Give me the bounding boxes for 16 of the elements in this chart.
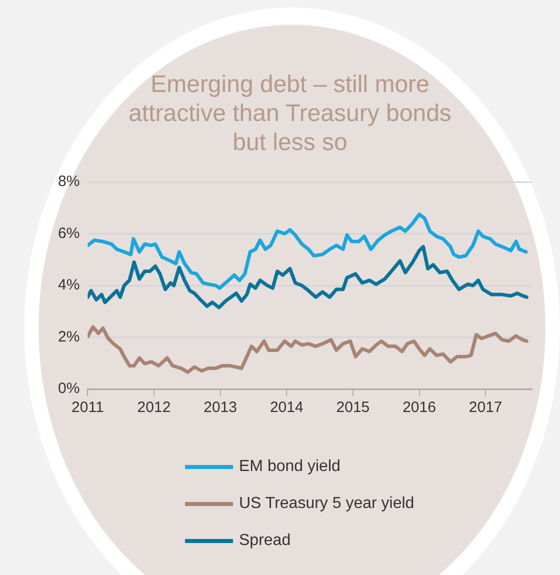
y-tick-label: 0% [58,380,80,398]
x-tick-label: 2013 [204,399,237,416]
x-tick-label: 2012 [137,399,171,416]
legend-label: Spread [239,532,291,550]
x-tick-label: 2014 [270,399,304,416]
legend-label: EM bond yield [239,458,340,476]
y-tick-label: 2% [58,328,80,346]
x-tick-label: 2017 [468,399,502,416]
x-tick-label: 2015 [336,399,370,416]
x-tick-label: 2011 [72,399,104,416]
y-tick-label: 4% [58,276,80,294]
y-tick-label: 8% [58,173,80,190]
y-tick-label: 6% [58,224,80,242]
legend-label: US Treasury 5 year yield [239,494,414,512]
x-tick-label: 2016 [402,399,436,416]
chart-title: Emerging debt – still more attractive than Treasury bonds but less so [128,70,452,157]
